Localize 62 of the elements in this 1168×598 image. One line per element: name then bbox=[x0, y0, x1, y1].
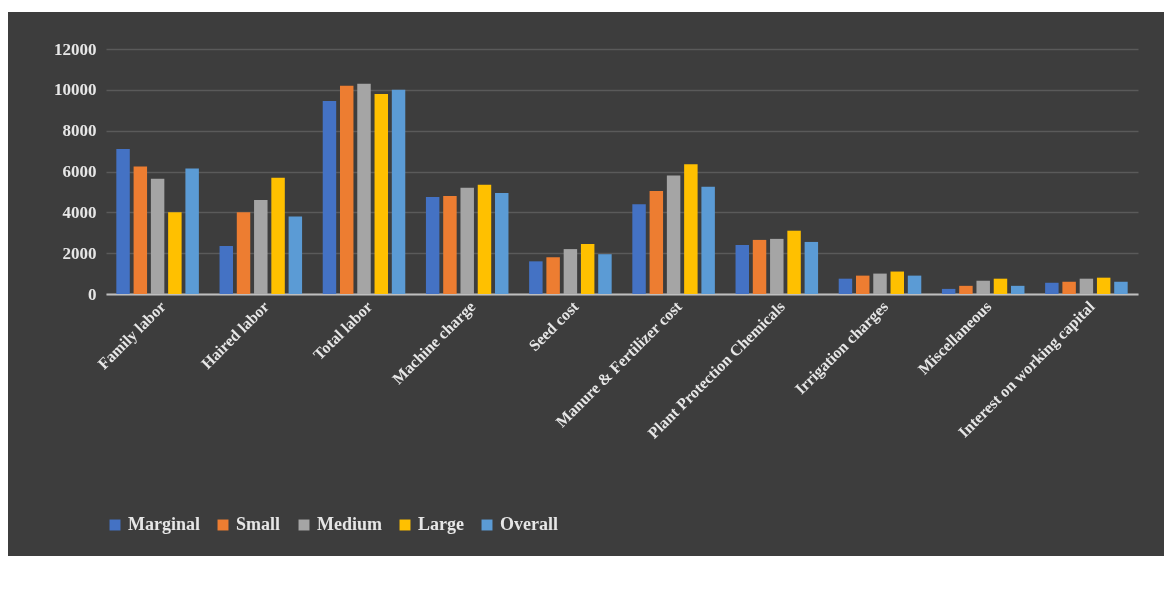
bar bbox=[374, 93, 389, 294]
bar bbox=[322, 101, 337, 294]
bar bbox=[735, 245, 749, 294]
bar bbox=[649, 190, 664, 294]
legend-label: Overall bbox=[500, 514, 558, 534]
bar bbox=[976, 280, 990, 294]
bar bbox=[339, 85, 354, 294]
bar bbox=[959, 285, 973, 294]
bar bbox=[185, 168, 199, 294]
bar bbox=[425, 197, 440, 294]
bar bbox=[787, 230, 801, 294]
bar bbox=[219, 246, 233, 294]
bar bbox=[288, 216, 303, 294]
bar bbox=[804, 241, 819, 294]
bar bbox=[752, 239, 767, 294]
bar bbox=[271, 177, 285, 294]
bar bbox=[1079, 278, 1094, 294]
bar bbox=[495, 192, 509, 294]
y-tick-label: 8000 bbox=[62, 121, 97, 141]
bar bbox=[443, 196, 457, 294]
bar bbox=[770, 238, 784, 294]
y-tick-label: 10000 bbox=[54, 80, 97, 100]
bar bbox=[666, 175, 681, 294]
bar bbox=[1045, 282, 1059, 294]
bar bbox=[684, 164, 698, 294]
bar bbox=[855, 275, 870, 294]
bar bbox=[529, 261, 543, 294]
bar bbox=[1096, 277, 1111, 294]
legend-label: Small bbox=[236, 514, 281, 534]
bar bbox=[907, 275, 922, 294]
bar bbox=[150, 178, 165, 294]
legend-label: Marginal bbox=[128, 514, 200, 534]
bar bbox=[1062, 281, 1076, 294]
bar bbox=[116, 149, 130, 294]
bar bbox=[254, 200, 268, 294]
y-tick-label: 2000 bbox=[62, 243, 97, 263]
bar bbox=[890, 271, 905, 294]
bar bbox=[873, 273, 887, 294]
bar bbox=[460, 187, 474, 294]
bar bbox=[701, 186, 715, 294]
bar bbox=[563, 249, 578, 294]
bar bbox=[546, 257, 560, 294]
y-tick-label: 4000 bbox=[62, 202, 97, 222]
bar bbox=[580, 243, 595, 294]
bar bbox=[598, 254, 612, 294]
bar bbox=[1011, 285, 1025, 294]
bar bbox=[391, 89, 406, 294]
bar bbox=[632, 204, 646, 294]
y-tick-label: 12000 bbox=[54, 39, 97, 59]
bar bbox=[477, 184, 492, 294]
legend-label: Large bbox=[418, 514, 464, 534]
bar bbox=[168, 212, 182, 294]
y-tick-label: 6000 bbox=[62, 162, 97, 181]
bar bbox=[236, 212, 251, 294]
bar bbox=[357, 83, 371, 294]
bar bbox=[1114, 281, 1128, 294]
bar bbox=[838, 278, 853, 294]
y-tick-label: 0 bbox=[88, 284, 97, 304]
bar bbox=[941, 288, 956, 294]
legend-label: Medium bbox=[317, 514, 382, 534]
bar bbox=[133, 166, 148, 294]
bar bbox=[993, 278, 1008, 294]
